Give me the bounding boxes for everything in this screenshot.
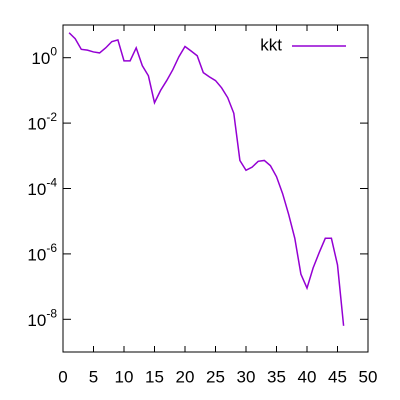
x-tick-label: 40 [298, 367, 317, 386]
x-tick-label: 10 [115, 367, 134, 386]
y-tick-label: 10-2 [27, 110, 57, 133]
plot-frame [62, 24, 369, 353]
y-tick-label: 100 [31, 45, 57, 68]
y-tick-label: 10-8 [27, 306, 57, 329]
x-tick-label: 35 [267, 367, 286, 386]
x-tick-label: 50 [359, 367, 378, 386]
x-tick-label: 45 [328, 367, 347, 386]
data-line [68, 32, 345, 326]
x-tick-label: 15 [145, 367, 164, 386]
x-tick-label: 0 [58, 367, 67, 386]
y-tick-label: 10-6 [27, 241, 57, 264]
x-tick-label: 20 [176, 367, 195, 386]
y-tick-label: 10-4 [27, 176, 57, 199]
x-tick-label: 5 [89, 367, 98, 386]
x-tick-label: 25 [206, 367, 225, 386]
legend-label: kkt [260, 35, 282, 54]
x-tick-label: 30 [237, 367, 256, 386]
